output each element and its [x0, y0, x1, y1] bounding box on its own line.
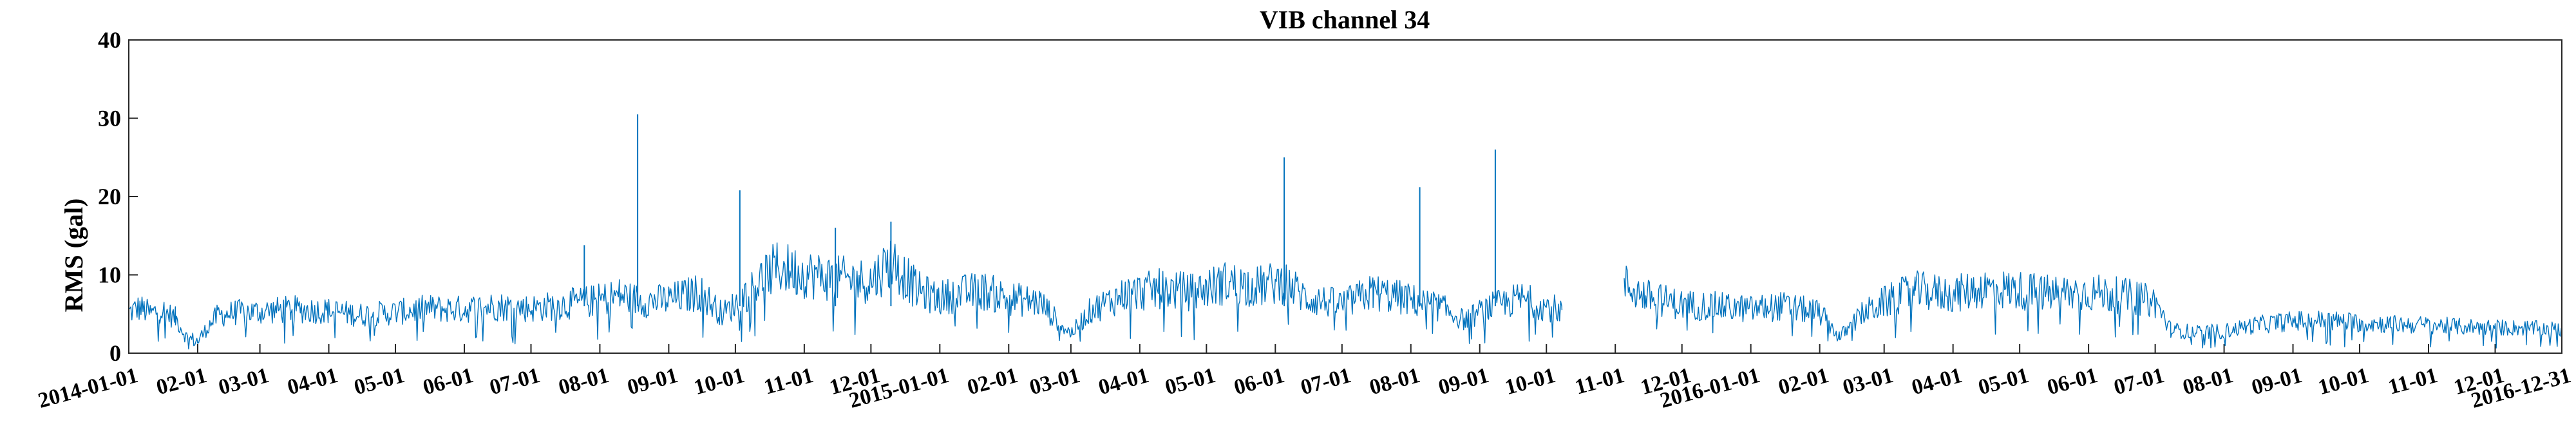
x-tick-label: 07-01	[487, 363, 542, 400]
axis-frame	[128, 39, 2562, 354]
x-tick-label: 08-01	[1367, 363, 1423, 400]
x-tick-label: 06-01	[2045, 363, 2100, 400]
x-axis: 2014-01-01 02-01 03-01 04-01 05-01 06-01 07-01…	[35, 344, 2573, 413]
x-tick-label: 07-01	[2111, 363, 2166, 400]
y-tick-label: 40	[98, 27, 121, 53]
x-tick-label: 06-01	[1231, 363, 1287, 400]
x-tick-label: 04-01	[1909, 363, 1965, 400]
x-tick-label: 05-01	[352, 363, 407, 400]
x-tick-label: 08-01	[2180, 363, 2235, 400]
x-tick-label: 03-01	[1027, 363, 1083, 400]
x-tick-label: 09-01	[1436, 363, 1492, 400]
x-tick-label: 2014-01-01	[35, 363, 140, 413]
y-tick-label: 30	[98, 106, 121, 131]
x-tick-label: 11-01	[2386, 363, 2440, 400]
x-tick-label: 04-01	[1096, 363, 1151, 400]
x-tick-label: 09-01	[625, 363, 680, 400]
series-line-segment	[1624, 266, 2562, 349]
x-tick-label: 06-01	[421, 363, 476, 400]
x-tick-label: 10-01	[692, 363, 747, 400]
series-line-segment	[128, 240, 1563, 350]
series-layer	[128, 114, 2562, 350]
x-tick-label: 07-01	[1298, 363, 1354, 400]
x-tick-label: 11-01	[1573, 363, 1627, 400]
x-tick-label: 02-01	[965, 363, 1020, 400]
y-tick-label: 10	[98, 262, 121, 288]
y-axis-label: RMS (gal)	[59, 198, 88, 313]
x-tick-label: 10-01	[2316, 363, 2371, 400]
y-axis: 0 10 20 30 40	[98, 27, 138, 366]
x-tick-label: 11-01	[762, 363, 816, 400]
x-tick-label: 05-01	[1976, 363, 2031, 400]
x-tick-label: 03-01	[1841, 363, 1896, 400]
x-tick-label: 04-01	[285, 363, 340, 400]
x-tick-label: 10-01	[1502, 363, 1558, 400]
chart-title: VIB channel 34	[1260, 5, 1430, 34]
x-tick-label: 09-01	[2249, 363, 2304, 400]
x-tick-label: 08-01	[556, 363, 611, 400]
y-tick-label: 20	[98, 184, 121, 209]
x-tick-label: 05-01	[1162, 363, 1218, 400]
x-tick-label: 03-01	[216, 363, 271, 400]
x-tick-label: 02-01	[1776, 363, 1831, 400]
y-tick-label: 0	[109, 340, 121, 366]
x-tick-label: 02-01	[154, 363, 209, 400]
